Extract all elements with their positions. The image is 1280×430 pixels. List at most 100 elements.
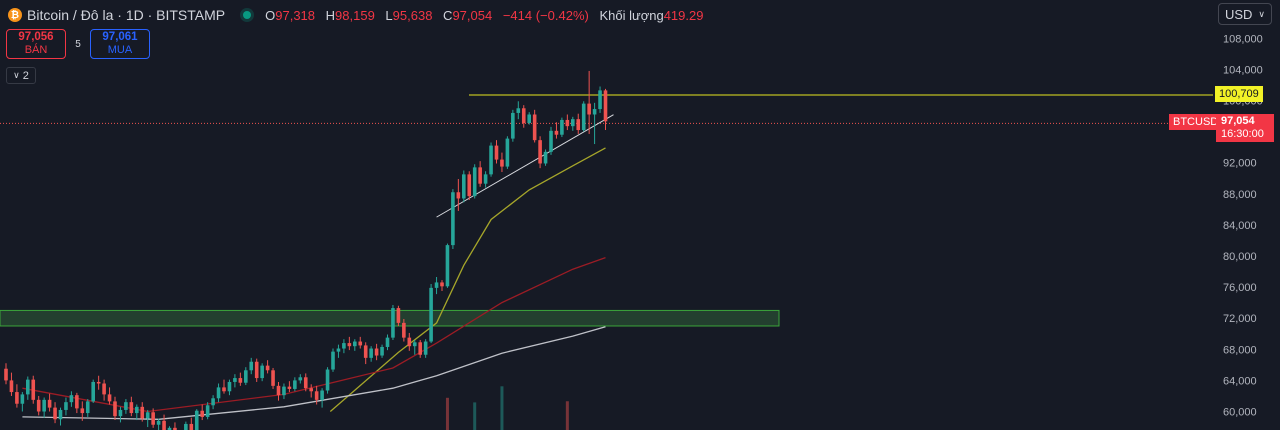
candle-body [549,130,553,152]
trend-line[interactable] [436,114,614,218]
candle-body [69,395,74,403]
indicators-toggle-button[interactable]: ∨ 2 [6,67,36,84]
candle-body [47,399,52,408]
candle-body [554,130,559,135]
candle-body [516,108,521,113]
ma-mid-line[interactable] [22,256,606,413]
candle-body [363,345,368,358]
candle-body [396,308,401,323]
candle-body [303,377,308,389]
candle-body [233,378,237,382]
candle-body [118,409,123,417]
candle-body [565,119,570,127]
candle-body [309,388,313,392]
candle-body [314,391,319,400]
candle-body [293,380,297,389]
candle-body [107,394,112,402]
candle-body [145,412,150,419]
change-value: −414 (−0.42%) [502,7,589,23]
candle-body [42,399,46,412]
y-axis-tick-label: 104,000 [1223,64,1263,76]
candle-body [412,342,417,347]
ma-fast-line[interactable] [329,147,606,412]
candle-body [20,394,25,404]
volume-bar [445,397,449,430]
candle-body [156,420,161,425]
currency-select[interactable]: USD ∨ [1218,3,1272,25]
sell-price: 97,056 [18,31,54,43]
ma-slow-line[interactable] [22,326,606,420]
candle-body [325,369,330,391]
market-status-icon [243,11,252,19]
candle-body [342,343,346,349]
candle-body [418,342,422,355]
candle-body [167,427,172,430]
buy-button[interactable]: 97,061 MUA [90,29,150,59]
candle-body [102,383,106,395]
level-price-tag[interactable]: 100,709 [1215,86,1263,102]
y-axis-tick-label: 72,000 [1223,313,1257,325]
candle-body [320,390,324,400]
support-zone[interactable] [0,309,780,327]
candle-body [244,370,248,383]
y-axis-tick-label: 108,000 [1223,33,1263,45]
sell-label: BÁN [24,44,48,56]
candle-body [576,119,581,131]
y-axis-tick-label: 64,000 [1223,375,1257,387]
y-axis-tick-label: 88,000 [1223,189,1257,201]
candle-body [91,381,95,402]
volume-bar [500,386,504,430]
close-value: 97,054 [452,7,493,23]
chevron-down-icon: ∨ [1258,8,1265,19]
candle-body [287,386,292,389]
candle-body [462,174,466,199]
candle-body [249,361,254,371]
y-axis-tick-label: 60,000 [1223,407,1257,419]
candle-body [505,138,510,167]
candle-body [538,140,542,164]
high-label: H [325,7,336,23]
candle-body [173,427,177,430]
y-axis-tick-label: 84,000 [1223,220,1257,232]
candle-body [15,392,19,404]
candle-body [162,420,166,430]
candle-body [298,377,303,381]
candle-body [205,405,210,417]
candle-body [211,398,215,406]
candle-body [238,378,243,383]
candle-body [129,402,134,414]
candle-body [135,406,139,414]
candle-body [500,159,504,167]
sell-button[interactable]: 97,056 BÁN [6,29,66,59]
candle-body [276,385,281,396]
candle-body [543,151,548,164]
candle-body [151,412,155,425]
candle-body [407,337,412,347]
candle-body [445,245,450,287]
candle-body [391,308,395,338]
candle-body [571,119,575,127]
high-value: 98,159 [335,7,375,23]
bitcoin-icon: ₿ [8,8,22,22]
volume-label: Khối lượng [599,7,664,23]
candle-body [527,114,531,124]
candle-body [58,409,63,420]
candle-body [451,192,455,246]
candle-body [440,282,444,287]
buy-price: 97,061 [102,31,138,43]
candle-body [184,423,188,430]
countdown: 16:30:00 [1221,128,1264,140]
candle-body [113,401,117,417]
candle-body [521,108,526,124]
candle-body [472,167,477,197]
candle-body [478,167,482,184]
candle-body [140,406,145,419]
candle-body [75,395,79,409]
last-price-tag: 97,054 16:30:00 [1216,114,1274,142]
candle-body [124,402,128,410]
candle-body [4,368,8,381]
candle-body [587,103,591,115]
symbol-title[interactable]: Bitcoin / Đô la · 1D · BITSTAMP [27,7,226,23]
candle-body [96,381,101,384]
